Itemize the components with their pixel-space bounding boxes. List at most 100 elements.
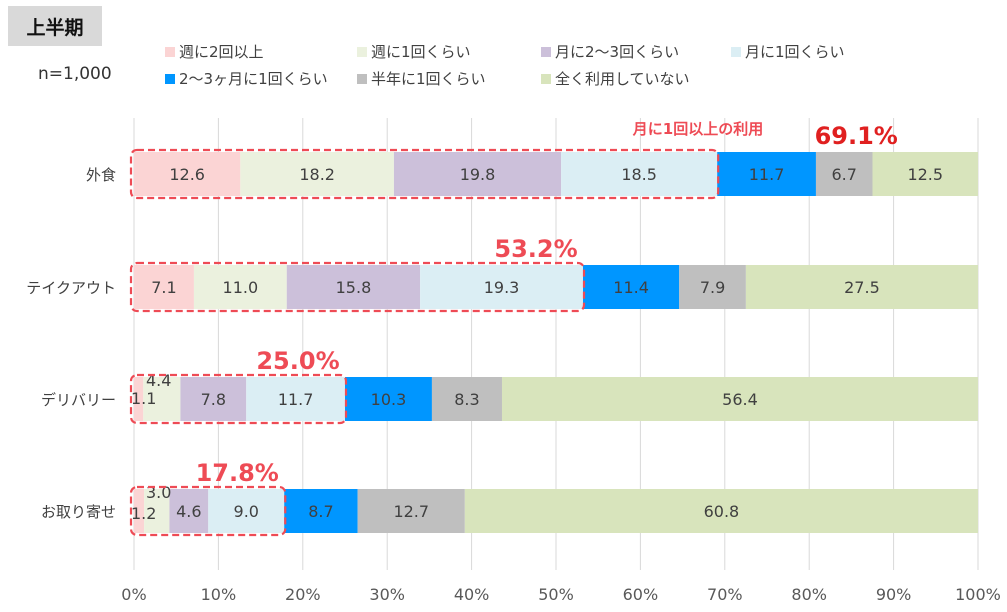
x-tick-label: 40% xyxy=(454,585,490,604)
bar-segment xyxy=(717,152,816,196)
bar-segment xyxy=(561,152,718,196)
legend-item: 週に1回くらい xyxy=(357,41,471,62)
legend-item: 全く利用していない xyxy=(541,68,690,89)
callout-label: 月に1回以上の利用 xyxy=(632,120,763,138)
legend-label: 2〜3ヶ月に1回くらい xyxy=(179,70,328,88)
data-label: 7.1 xyxy=(151,278,176,297)
legend-swatch xyxy=(541,46,551,57)
legend-swatch xyxy=(165,73,175,84)
bar-segment xyxy=(583,265,680,309)
bar-segment xyxy=(679,265,746,309)
x-tick-label: 10% xyxy=(201,585,237,604)
x-tick-label: 50% xyxy=(538,585,574,604)
bar-segment xyxy=(240,152,394,196)
bar-segment xyxy=(420,265,584,309)
data-label: 18.2 xyxy=(299,165,335,184)
bar-segment xyxy=(134,489,145,533)
monthly-usage-box xyxy=(129,485,287,537)
sample-size: n=1,000 xyxy=(38,64,112,84)
bar-segment xyxy=(357,489,465,533)
legend-swatch xyxy=(357,46,367,57)
bar-segment xyxy=(169,489,209,533)
bar-segment xyxy=(180,377,247,421)
data-label: 6.7 xyxy=(831,165,856,184)
data-label: 19.8 xyxy=(460,165,496,184)
legend-swatch xyxy=(731,46,741,57)
monthly-usage-percent: 53.2% xyxy=(494,235,577,263)
monthly-usage-box xyxy=(129,148,720,200)
legend-item: 半年に1回くらい xyxy=(357,68,486,89)
bar-segment xyxy=(134,152,241,196)
bar-segment xyxy=(815,152,873,196)
monthly-usage-box xyxy=(129,261,586,313)
monthly-usage-percent: 17.8% xyxy=(196,459,279,487)
legend-label: 半年に1回くらい xyxy=(371,70,486,88)
legend-swatch xyxy=(357,73,367,84)
legend-swatch xyxy=(165,46,175,57)
category-label: テイクアウト xyxy=(26,279,116,297)
data-label: 12.6 xyxy=(169,165,205,184)
x-tick-label: 100% xyxy=(955,585,1001,604)
period-label: 上半期 xyxy=(8,6,102,46)
legend-item: 週に2回以上 xyxy=(165,41,264,62)
bar-segment xyxy=(143,377,181,421)
data-label: 8.7 xyxy=(308,502,333,521)
bar-segment xyxy=(872,152,978,196)
data-label: 8.3 xyxy=(454,390,479,409)
legend-label: 週に1回くらい xyxy=(371,43,471,61)
data-label: 12.5 xyxy=(907,165,943,184)
bar-segment xyxy=(246,377,345,421)
data-label: 12.7 xyxy=(393,502,429,521)
monthly-usage-percent: 25.0% xyxy=(256,347,339,375)
legend-label: 週に2回以上 xyxy=(179,43,264,61)
legend-label: 月に2〜3回くらい xyxy=(555,43,680,61)
data-label: 18.5 xyxy=(621,165,657,184)
data-label: 10.3 xyxy=(371,390,407,409)
x-tick-label: 20% xyxy=(285,585,321,604)
data-label: 7.9 xyxy=(700,278,725,297)
bar-segment xyxy=(286,265,421,309)
x-tick-label: 80% xyxy=(791,585,827,604)
data-label: 11.7 xyxy=(749,165,785,184)
bar-segment xyxy=(193,265,287,309)
x-tick-label: 90% xyxy=(876,585,912,604)
data-label: 60.8 xyxy=(704,502,740,521)
bar-segment xyxy=(431,377,502,421)
legend-swatch xyxy=(541,73,551,84)
data-label: 4.4 xyxy=(146,371,171,390)
category-label: デリバリー xyxy=(41,391,116,409)
data-label: 15.8 xyxy=(336,278,372,297)
data-label: 11.7 xyxy=(278,390,314,409)
bar-segment xyxy=(464,489,978,533)
data-label: 9.0 xyxy=(234,502,259,521)
data-label: 27.5 xyxy=(844,278,880,297)
data-label: 11.0 xyxy=(223,278,259,297)
data-label: 1.1 xyxy=(131,389,156,408)
bar-segment xyxy=(745,265,978,309)
x-tick-label: 70% xyxy=(707,585,743,604)
data-label: 11.4 xyxy=(613,278,649,297)
category-label: 外食 xyxy=(86,166,116,184)
x-tick-label: 0% xyxy=(121,585,146,604)
data-label: 1.2 xyxy=(131,504,156,523)
legend-item: 月に2〜3回くらい xyxy=(541,41,679,62)
data-label: 3.0 xyxy=(146,483,171,502)
x-tick-label: 60% xyxy=(623,585,659,604)
legend-label: 全く利用していない xyxy=(555,70,690,88)
bar-segment xyxy=(134,377,144,421)
legend-item: 月に1回くらい xyxy=(731,41,845,62)
bar-segment xyxy=(345,377,432,421)
bar-segment xyxy=(284,489,358,533)
monthly-usage-percent: 69.1% xyxy=(815,122,898,150)
bar-segment xyxy=(393,152,562,196)
x-tick-label: 30% xyxy=(369,585,405,604)
bar-segment xyxy=(134,265,194,309)
legend-item: 2〜3ヶ月に1回くらい xyxy=(165,68,328,89)
bar-segment xyxy=(501,377,978,421)
category-label: お取り寄せ xyxy=(41,503,116,521)
data-label: 4.6 xyxy=(176,502,201,521)
bar-segment xyxy=(144,489,170,533)
data-label: 19.3 xyxy=(484,278,520,297)
bar-segment xyxy=(208,489,285,533)
